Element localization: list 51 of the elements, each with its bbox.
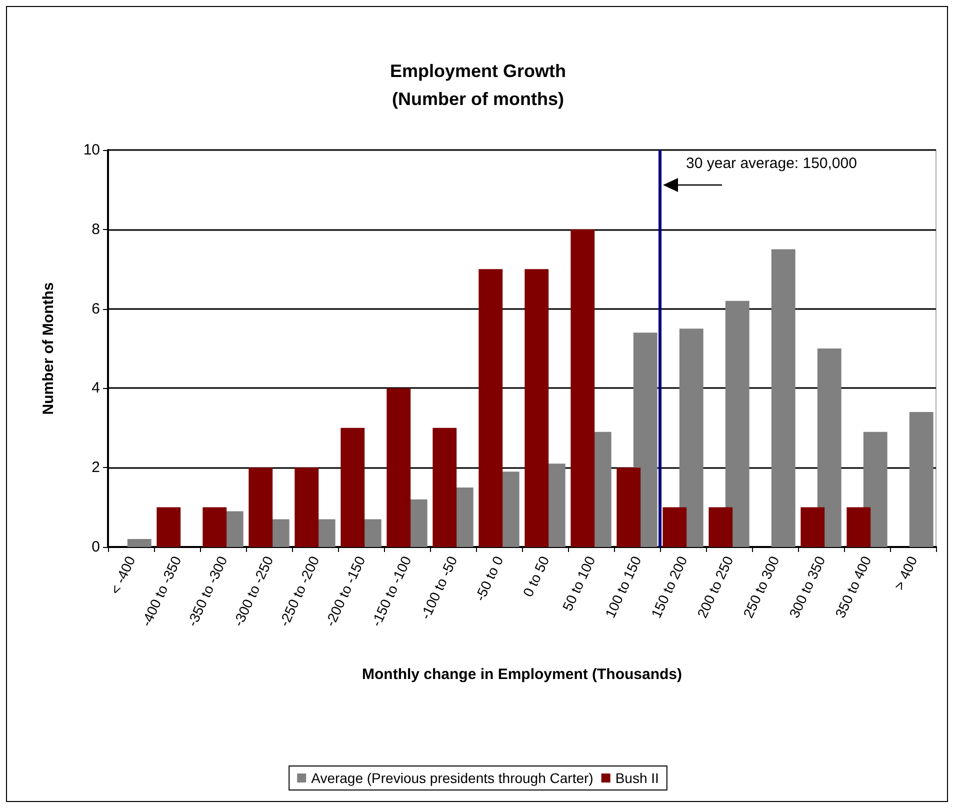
bar [725,300,750,547]
x-tick-label: 250 to 300 [740,553,782,620]
x-tick-label: 0 to 50 [520,553,552,600]
x-tick-label: 50 to 100 [559,553,598,614]
x-tick-label: 300 to 350 [786,553,828,620]
bar [294,468,319,547]
x-tick-label: 150 to 200 [648,553,690,620]
x-tick-label: 350 to 400 [832,553,874,620]
y-tick-label: 0 [92,538,100,556]
y-tick-label: 10 [83,142,100,158]
x-tick-label: -350 to -300 [184,553,230,629]
y-tick-label: 4 [92,380,100,397]
x-tick-label: -300 to -250 [230,553,276,629]
legend-label: Bush II [615,770,659,786]
x-tick-label: -400 to -350 [138,553,184,629]
ref-line-label: 30 year average: 150,000 [686,155,857,172]
legend-label: Average (Previous presidents through Carter) [311,770,594,786]
bar [156,507,181,547]
x-tick-label: > 400 [890,553,920,592]
bar [846,507,871,547]
bar [127,539,152,547]
x-tick-label: < -400 [106,553,138,597]
bar [679,328,704,547]
bar [708,507,733,547]
bar [817,348,842,547]
bar [662,507,687,547]
bar [771,249,796,547]
x-tick-label: -100 to -50 [417,553,460,622]
bar [524,269,549,547]
y-tick-label: 8 [92,220,100,238]
x-tick-label: -250 to -200 [276,553,322,629]
bar [616,468,641,547]
bar [340,428,365,547]
bar [202,507,227,547]
x-tick-label: 200 to 250 [694,553,736,620]
x-tick-label: 100 to 150 [602,553,644,620]
x-tick-label: -150 to -100 [368,553,414,629]
bar [909,412,934,547]
x-axis-title: Monthly change in Employment (Thousands) [362,666,682,683]
bar [248,468,273,547]
x-tick-label: -50 to 0 [472,553,506,604]
y-tick-label: 6 [92,300,100,318]
bar [432,428,457,547]
y-axis-title: Number of Months [40,282,57,415]
y-tick-label: 2 [92,459,100,476]
bar [800,507,825,547]
bar [478,269,503,547]
bar [570,229,595,547]
x-tick-label: -200 to -150 [322,553,368,629]
chart-title: Employment Growth (Number of months) [390,61,566,109]
bar [386,388,411,547]
